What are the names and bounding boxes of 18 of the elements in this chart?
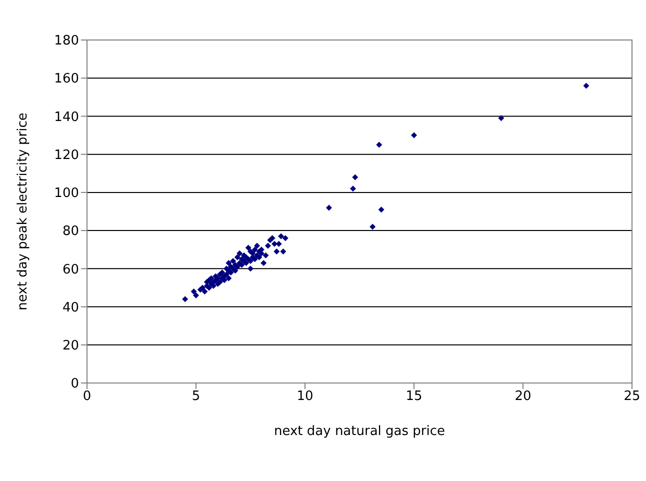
- x-tick-label: 5: [192, 389, 200, 404]
- x-tick-label: 25: [624, 389, 640, 404]
- y-tick-label: 0: [70, 376, 79, 392]
- y-tick-label: 140: [54, 110, 79, 125]
- y-tick-label: 100: [54, 186, 79, 202]
- x-tick-label: 0: [82, 389, 92, 404]
- x-tick-label: 20: [514, 389, 532, 404]
- x-tick-label: 10: [296, 389, 314, 404]
- y-tick-label: 120: [54, 148, 79, 163]
- y-tick-label: 20: [62, 338, 79, 354]
- y-tick-label: 180: [54, 34, 79, 49]
- y-tick-label: 40: [62, 300, 79, 316]
- y-tick-label: 80: [62, 224, 79, 240]
- y-tick-label: 160: [54, 72, 79, 87]
- x-tick-label: 15: [406, 389, 422, 404]
- y-axis-title: next day peak electricity price: [16, 112, 31, 310]
- x-axis-title: next day natural gas price: [274, 424, 446, 439]
- y-tick-label: 60: [62, 262, 79, 278]
